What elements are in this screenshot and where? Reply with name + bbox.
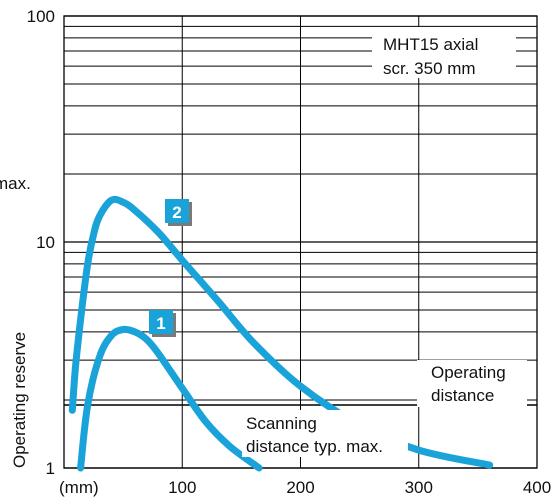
scanning-label-line2: distance typ. max.	[246, 437, 383, 456]
scanning-label-line1: Scanning	[246, 414, 317, 433]
svg-text:1: 1	[156, 314, 165, 333]
series-2-badge: 2	[165, 199, 192, 226]
series-1-badge: 1	[149, 310, 176, 337]
series-curves	[68, 195, 494, 472]
operating-label-line1: Operating	[431, 363, 506, 382]
operating-label-bg	[417, 360, 527, 407]
svg-text:2: 2	[172, 203, 181, 222]
y-tick-label: 10	[36, 233, 55, 252]
x-tick-label: 100	[168, 478, 196, 497]
x-axis-label: (mm)	[59, 478, 99, 497]
x-tick-label: 300	[405, 478, 433, 497]
series-1-curve	[77, 325, 263, 472]
sensor-label-bg	[372, 27, 516, 78]
plot-frame	[63, 15, 538, 469]
operating-label-line2: distance	[431, 386, 494, 405]
x-tick-label: 400	[523, 478, 551, 497]
y-tick-label: 1	[46, 459, 55, 478]
series-2-curve	[68, 195, 494, 469]
partial-max-label: max.	[0, 174, 31, 193]
scanning-label-bg	[242, 410, 408, 457]
tick-labels: 100 200 300 400 1 10 100	[27, 7, 552, 497]
y-tick-label: 100	[27, 7, 55, 26]
sensor-label-line1: MHT15 axial	[383, 35, 478, 54]
sensor-label-line2: scr. 350 mm	[383, 59, 476, 78]
y-axis-label: Operating reserve	[10, 332, 29, 468]
x-tick-label: 200	[286, 478, 314, 497]
